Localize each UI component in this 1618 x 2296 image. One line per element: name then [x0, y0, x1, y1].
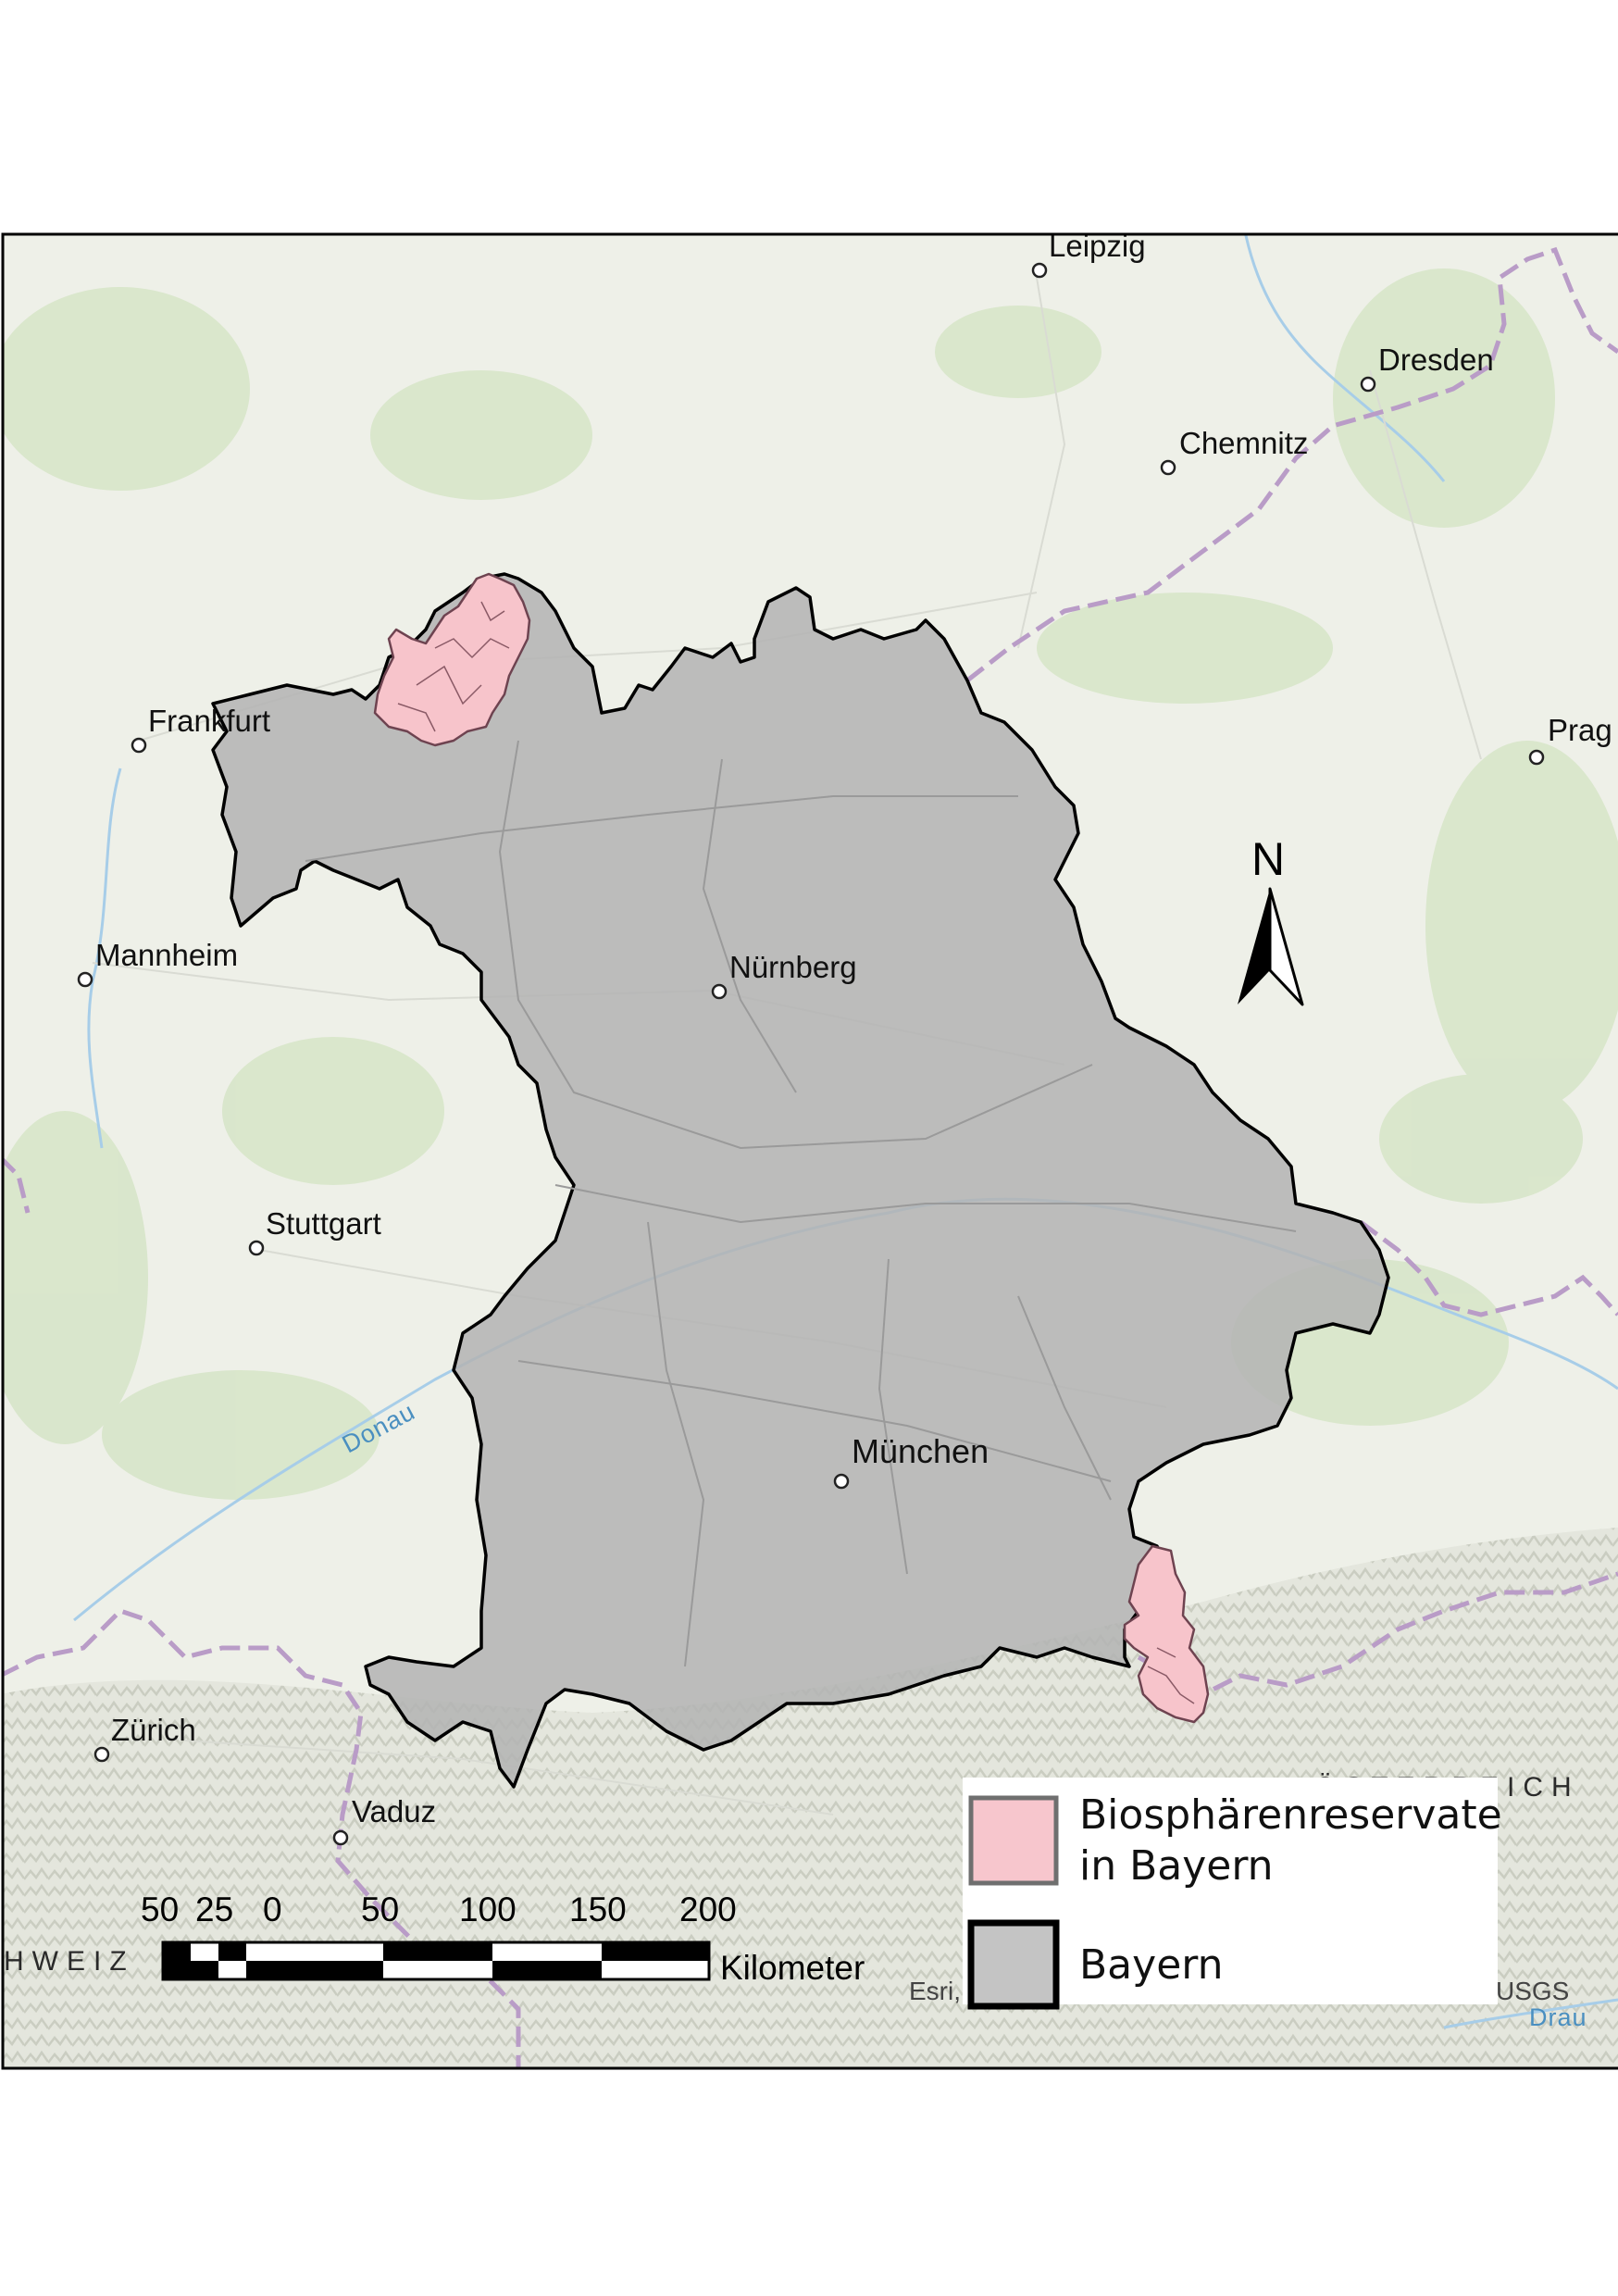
country-label-schweiz: HWEIZ: [4, 1946, 135, 1977]
city-stuttgart: Stuttgart: [248, 1206, 381, 1256]
attribution-left: Esri,: [909, 1977, 961, 2005]
city-label: Zürich: [111, 1713, 196, 1747]
attribution-right: USGS: [1496, 1977, 1569, 2005]
scale-segment: [246, 1961, 274, 1979]
legend-item-biosphere: Biosphärenreservate in Bayern: [968, 1791, 1502, 1890]
scale-bar: 50 25 0 50 100 150 200 Kilometer: [141, 1890, 865, 1987]
scale-segment: [191, 1961, 218, 1979]
scale-segment: [383, 1942, 492, 1961]
north-arrow-left-half: [1238, 889, 1270, 1004]
city-marker: [332, 1829, 349, 1846]
scale-tick-label: 50: [141, 1890, 179, 1928]
city-frankfurt: Frankfurt: [131, 704, 270, 754]
scale-tick-label: 0: [263, 1890, 282, 1928]
city-marker: [131, 737, 147, 754]
city-label: Mannheim: [95, 938, 238, 972]
city-vaduz: Vaduz: [332, 1794, 436, 1846]
legend-label: in Bayern: [1079, 1842, 1274, 1890]
city-label: Leipzig: [1049, 229, 1146, 263]
city-chemnitz: Chemnitz: [1160, 426, 1308, 476]
city-marker: [1360, 376, 1376, 393]
city-label: Vaduz: [352, 1794, 436, 1828]
legend-swatch-bayern: [967, 1919, 1060, 2010]
city-mannheim: Mannheim: [77, 938, 238, 988]
north-arrow-label: N: [1251, 833, 1285, 885]
north-arrow-right-half: [1268, 887, 1304, 1006]
biosphere-reserve-rhoen: [373, 572, 531, 747]
forest-patches: [3, 268, 1618, 1500]
scale-segment: [274, 1961, 383, 1979]
legend: Biosphärenreservate in Bayern Bayern: [963, 1778, 1502, 2010]
city-prag: Prag: [1528, 713, 1612, 766]
legend-swatch-biosphere: [968, 1795, 1059, 1886]
city-marker: [248, 1240, 265, 1256]
scale-segment: [218, 1942, 246, 1961]
scale-segment: [602, 1942, 709, 1961]
scale-tick-label: 25: [195, 1890, 233, 1928]
scale-segment: [492, 1961, 602, 1979]
city-marker: [77, 971, 93, 988]
city-label: Dresden: [1378, 343, 1494, 377]
city-label: Prag: [1548, 713, 1612, 747]
city-marker: [1160, 459, 1176, 476]
city-zuerich: Zürich: [93, 1713, 196, 1763]
scale-tick-label: 100: [459, 1890, 517, 1928]
scale-tick-label: 200: [679, 1890, 737, 1928]
scale-segment: [163, 1961, 191, 1979]
city-label: Stuttgart: [266, 1206, 381, 1241]
legend-label: Bayern: [1079, 1941, 1223, 1989]
scale-tick-label: 50: [361, 1890, 399, 1928]
legend-item-bayern: Bayern: [967, 1919, 1223, 2010]
city-marker: [1031, 262, 1048, 279]
biosphere-rhoen-inner: [397, 601, 510, 732]
biosphere-reserve-berchtesgaden: [1123, 1544, 1210, 1724]
scale-unit: Kilometer: [720, 1949, 865, 1987]
city-marker: [711, 983, 728, 1000]
city-label: München: [852, 1432, 989, 1470]
city-muenchen: München: [833, 1432, 989, 1490]
north-arrow: N: [1238, 833, 1304, 1006]
city-nuernberg: Nürnberg: [711, 950, 857, 1000]
city-dresden: Dresden: [1360, 343, 1494, 393]
scale-segment: [163, 1942, 191, 1961]
bayern-polygon: [211, 572, 1390, 1789]
city-leipzig: Leipzig: [1031, 229, 1146, 279]
river-label-drau: Drau: [1529, 2003, 1587, 2031]
city-label: Nürnberg: [729, 950, 857, 984]
map-frame-border: [1, 232, 1618, 2070]
legend-label: Biosphärenreservate: [1079, 1791, 1502, 1839]
biosphere-berchtesgaden-inner: [1147, 1647, 1195, 1704]
city-label: Chemnitz: [1179, 426, 1308, 460]
scale-tick-label: 150: [569, 1890, 627, 1928]
city-marker: [93, 1746, 110, 1763]
bayern-districts: [305, 740, 1297, 1667]
city-marker: [1528, 749, 1545, 766]
city-marker: [833, 1473, 850, 1490]
city-label: Frankfurt: [148, 704, 270, 738]
